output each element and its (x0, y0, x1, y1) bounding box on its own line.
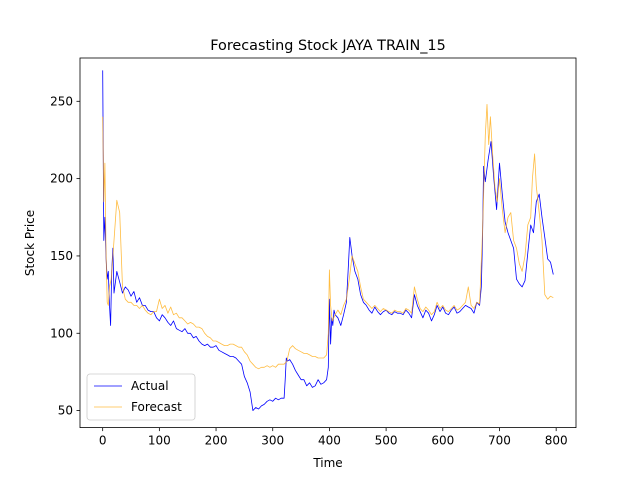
y-tick-label: 100 (50, 326, 73, 340)
forecast-series-line (102, 104, 554, 370)
legend: Actual Forecast (86, 373, 196, 421)
x-axis-title: Time (312, 456, 342, 470)
legend-box (86, 373, 196, 421)
x-tick-label: 800 (545, 434, 568, 448)
y-axis-title: Stock Price (23, 210, 37, 276)
x-tick-label: 400 (318, 434, 341, 448)
x-tick-label: 100 (148, 434, 171, 448)
y-axis-ticks: 50 100 150 200 250 (50, 94, 80, 418)
x-tick-label: 0 (99, 434, 107, 448)
y-tick-label: 200 (50, 172, 73, 186)
y-tick-label: 250 (50, 94, 73, 108)
chart-title: Forecasting Stock JAYA TRAIN_15 (210, 38, 446, 54)
y-tick-label: 50 (58, 404, 73, 418)
x-tick-label: 600 (431, 434, 454, 448)
x-axis-ticks: 0 100 200 300 400 500 600 700 800 (99, 427, 568, 448)
x-tick-label: 500 (375, 434, 398, 448)
legend-label-forecast: Forecast (131, 400, 182, 414)
legend-label-actual: Actual (131, 379, 169, 393)
x-tick-label: 200 (205, 434, 228, 448)
y-tick-label: 150 (50, 249, 73, 263)
x-tick-label: 700 (488, 434, 511, 448)
x-tick-label: 300 (261, 434, 284, 448)
axes-frame (79, 57, 577, 429)
plot-area (102, 70, 554, 412)
